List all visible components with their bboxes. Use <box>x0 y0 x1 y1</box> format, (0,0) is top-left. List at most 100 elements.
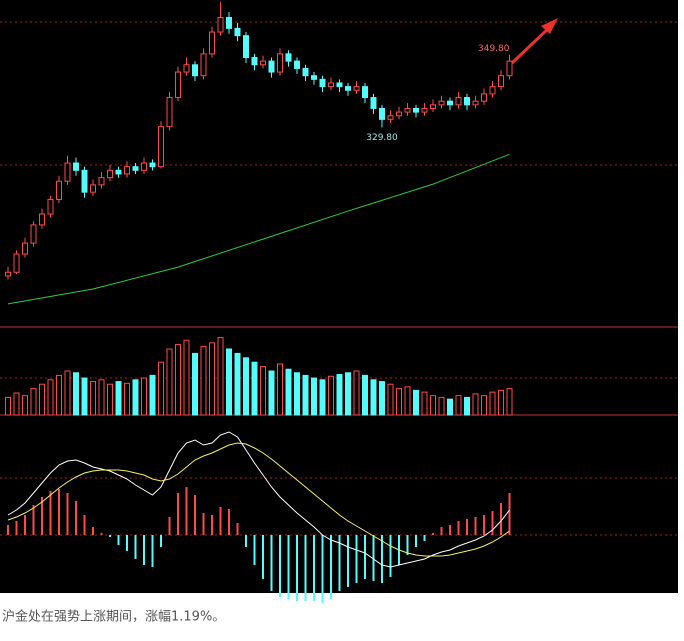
volume-bar <box>438 396 445 416</box>
volume-bar <box>200 345 207 416</box>
chart-background <box>0 0 678 593</box>
volume-bar <box>413 389 419 416</box>
candle-body <box>294 60 300 69</box>
volume-bar <box>90 381 96 416</box>
candle-body <box>277 53 283 73</box>
volume-bar <box>183 339 190 416</box>
volume-bar <box>30 388 37 416</box>
candle-body <box>192 64 198 77</box>
volume-bar <box>124 382 130 416</box>
candle-body <box>268 60 275 73</box>
candle-body <box>166 97 173 128</box>
candle-body <box>430 104 436 109</box>
candle-body <box>175 71 181 99</box>
volume-bar <box>5 396 11 416</box>
volume-bar <box>328 375 334 416</box>
volume-bar <box>149 374 156 416</box>
volume-bar <box>64 370 71 416</box>
price-label: 364.22 <box>205 0 237 2</box>
candle-body <box>328 82 334 88</box>
candle-body <box>260 60 266 66</box>
volume-bar <box>379 381 385 416</box>
volume-bar <box>81 377 88 416</box>
volume-bar <box>387 383 394 416</box>
candle-body <box>472 100 479 106</box>
candle-body <box>39 213 45 226</box>
candle-body <box>311 75 317 80</box>
volume-bar <box>209 342 215 416</box>
volume-bar <box>353 370 360 416</box>
candle-body <box>132 166 139 171</box>
volume-bar <box>141 377 147 416</box>
candle-body <box>90 184 96 193</box>
volume-bar <box>285 368 292 416</box>
candle-body <box>47 198 54 215</box>
volume-bar <box>217 337 224 416</box>
candle-body <box>506 60 513 77</box>
candle-body <box>107 169 113 179</box>
volume-bar <box>166 348 173 416</box>
candle-body <box>183 64 190 73</box>
volume-bar <box>115 381 122 416</box>
volume-bar <box>56 374 62 416</box>
volume-bar <box>226 348 232 416</box>
candle-body <box>404 107 411 113</box>
candle-body <box>124 166 130 175</box>
volume-bar <box>506 388 513 416</box>
volume-bar <box>107 383 113 416</box>
candle-body <box>56 180 62 200</box>
volume-bar <box>498 389 504 416</box>
volume-bar <box>302 374 309 416</box>
candle-body <box>370 97 377 109</box>
volume-bar <box>396 388 402 416</box>
price-label: 349.80 <box>478 44 510 54</box>
candle-body <box>5 271 11 277</box>
volume-bar <box>277 363 283 416</box>
volume-bar <box>362 374 368 416</box>
volume-bar <box>319 379 326 416</box>
volume-bar <box>268 370 275 416</box>
candle-body <box>13 253 20 273</box>
candle-body <box>234 27 241 37</box>
candle-body <box>141 162 147 171</box>
volume-bar <box>404 386 411 416</box>
candle-body <box>200 53 207 77</box>
candle-body <box>447 100 453 106</box>
candle-body <box>345 86 351 91</box>
volume-bar <box>311 377 317 416</box>
trend-arrow <box>510 23 554 65</box>
volume-bar <box>22 395 28 416</box>
volume-bar <box>421 391 428 416</box>
candle-body <box>98 177 105 186</box>
volume-bar <box>243 357 249 416</box>
candle-body <box>73 162 79 171</box>
volume-bar <box>251 361 258 416</box>
volume-bar <box>73 372 79 416</box>
candle-body <box>226 16 232 29</box>
candle-body <box>64 162 71 182</box>
volume-bar <box>472 393 479 416</box>
arrow-head <box>541 18 558 34</box>
volume-bar <box>464 396 470 416</box>
candle-body <box>362 86 368 99</box>
volume-bar <box>345 372 351 416</box>
candle-body <box>81 169 88 193</box>
volume-bar <box>192 352 198 416</box>
volume-bar <box>13 392 20 416</box>
volume-bar <box>481 395 487 416</box>
candle-body <box>464 97 470 106</box>
candle-body <box>251 57 258 66</box>
candle-body <box>387 115 394 120</box>
caption: 沪金处在强势上涨期间，涨幅1.19%。 <box>2 609 225 625</box>
candle-body <box>319 78 326 88</box>
price-label: 329.80 <box>366 133 398 143</box>
volume-bar <box>47 379 54 416</box>
candle-body <box>217 16 224 33</box>
candle-body <box>498 75 504 88</box>
macd-dea <box>7 442 510 557</box>
volume-bar <box>489 391 496 416</box>
volume-bar <box>234 352 241 416</box>
candle-body <box>209 31 215 55</box>
candle-body <box>489 86 496 95</box>
